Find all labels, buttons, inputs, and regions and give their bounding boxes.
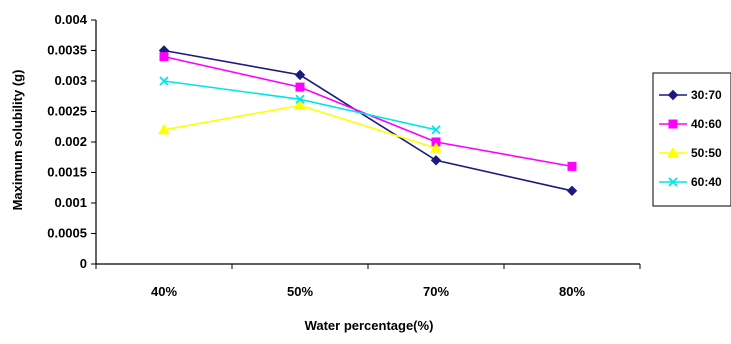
data-point-marker <box>668 119 678 129</box>
data-point-marker <box>295 82 305 92</box>
series-line <box>163 55 573 168</box>
legend-item: 30:70 <box>659 88 722 102</box>
data-point-marker <box>159 52 169 62</box>
y-tick-label: 0 <box>80 256 87 271</box>
y-tick-label: 0.003 <box>54 73 87 88</box>
legend-item: 50:50 <box>659 146 722 160</box>
series-40-60 <box>159 52 577 171</box>
y-axis-ticks: 0 0.0005 0.001 0.0015 0.002 0.0025 0.003 0.0035… <box>47 12 96 271</box>
series-line <box>163 104 437 149</box>
y-tick-label: 0.0035 <box>47 43 87 58</box>
legend-label: 60:40 <box>691 175 722 189</box>
legend-item: 40:60 <box>659 117 722 131</box>
data-point-marker <box>668 177 678 187</box>
series-60-40 <box>159 76 441 135</box>
legend-item: 60:40 <box>659 175 722 189</box>
y-axis-title: Maximum solubility (g) <box>10 70 25 211</box>
x-tick-label: 50% <box>287 284 313 299</box>
series-50-50 <box>158 99 442 153</box>
legend-label: 50:50 <box>691 146 722 160</box>
data-point-marker <box>294 99 306 110</box>
x-tick-label: 80% <box>559 284 585 299</box>
legend-label: 30:70 <box>691 88 722 102</box>
data-point-marker <box>158 123 170 135</box>
series-layer <box>158 45 578 197</box>
x-tick-label: 70% <box>423 284 449 299</box>
data-point-marker <box>667 146 679 158</box>
data-point-marker <box>430 142 442 153</box>
y-tick-label: 0.004 <box>54 12 87 27</box>
data-point-marker <box>667 89 679 101</box>
series-30-70 <box>158 45 578 197</box>
y-tick-label: 0.0005 <box>47 226 87 241</box>
y-tick-label: 0.0025 <box>47 104 87 119</box>
x-axis-ticks: 40% 50% 70% 80% <box>95 264 641 299</box>
data-point-marker <box>430 155 442 166</box>
axes <box>95 20 640 265</box>
data-point-marker <box>295 94 305 104</box>
x-tick-label: 40% <box>151 284 177 299</box>
data-point-marker <box>566 185 578 197</box>
data-point-marker <box>431 125 441 135</box>
x-axis-title: Water percentage(%) <box>305 318 434 333</box>
legend: 30:70 40:60 50:50 60:40 <box>652 72 731 207</box>
data-point-marker <box>567 161 577 171</box>
data-point-marker <box>159 76 169 86</box>
series-line <box>163 49 573 192</box>
y-tick-label: 0.0015 <box>47 165 87 180</box>
data-point-marker <box>294 69 306 81</box>
y-tick-label: 0.002 <box>54 134 87 149</box>
y-tick-label: 0.001 <box>54 195 87 210</box>
legend-label: 40:60 <box>691 117 722 131</box>
